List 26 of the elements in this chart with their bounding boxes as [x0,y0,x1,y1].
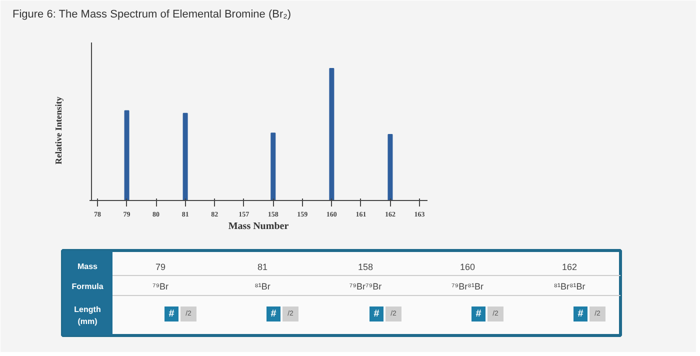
text: ⁷⁹Br⁷⁹Br [349,282,382,292]
text: ⁷⁹Br⁸¹Br [452,282,484,292]
text: # [374,308,380,320]
text: ⁸¹Br⁸¹Br [554,282,586,292]
text: ⁷⁹Br [152,282,169,292]
chart-title: Figure 6: The Mass Spectrum of Elemental Bromine (Br₂) [12,8,292,20]
text: # [578,308,584,320]
y-axis-title: Relative Intensity [54,96,64,164]
bar [388,134,393,201]
text: Mass [77,262,98,271]
text: # [476,308,482,320]
text: ⁸¹Br [254,282,270,292]
text: 158 [358,262,374,272]
text: 79 [155,262,166,272]
text: 162 [562,262,578,272]
bar [182,112,188,201]
text: 81 [257,262,268,272]
bar [329,68,334,201]
text: Formula [72,282,104,291]
text: 160 [460,262,476,272]
x-axis-title: Mass Number [228,221,290,232]
text: # [270,308,277,320]
text: Length (mm) [74,305,101,326]
bar [124,110,130,201]
bar [270,132,276,201]
text: # [168,308,175,320]
